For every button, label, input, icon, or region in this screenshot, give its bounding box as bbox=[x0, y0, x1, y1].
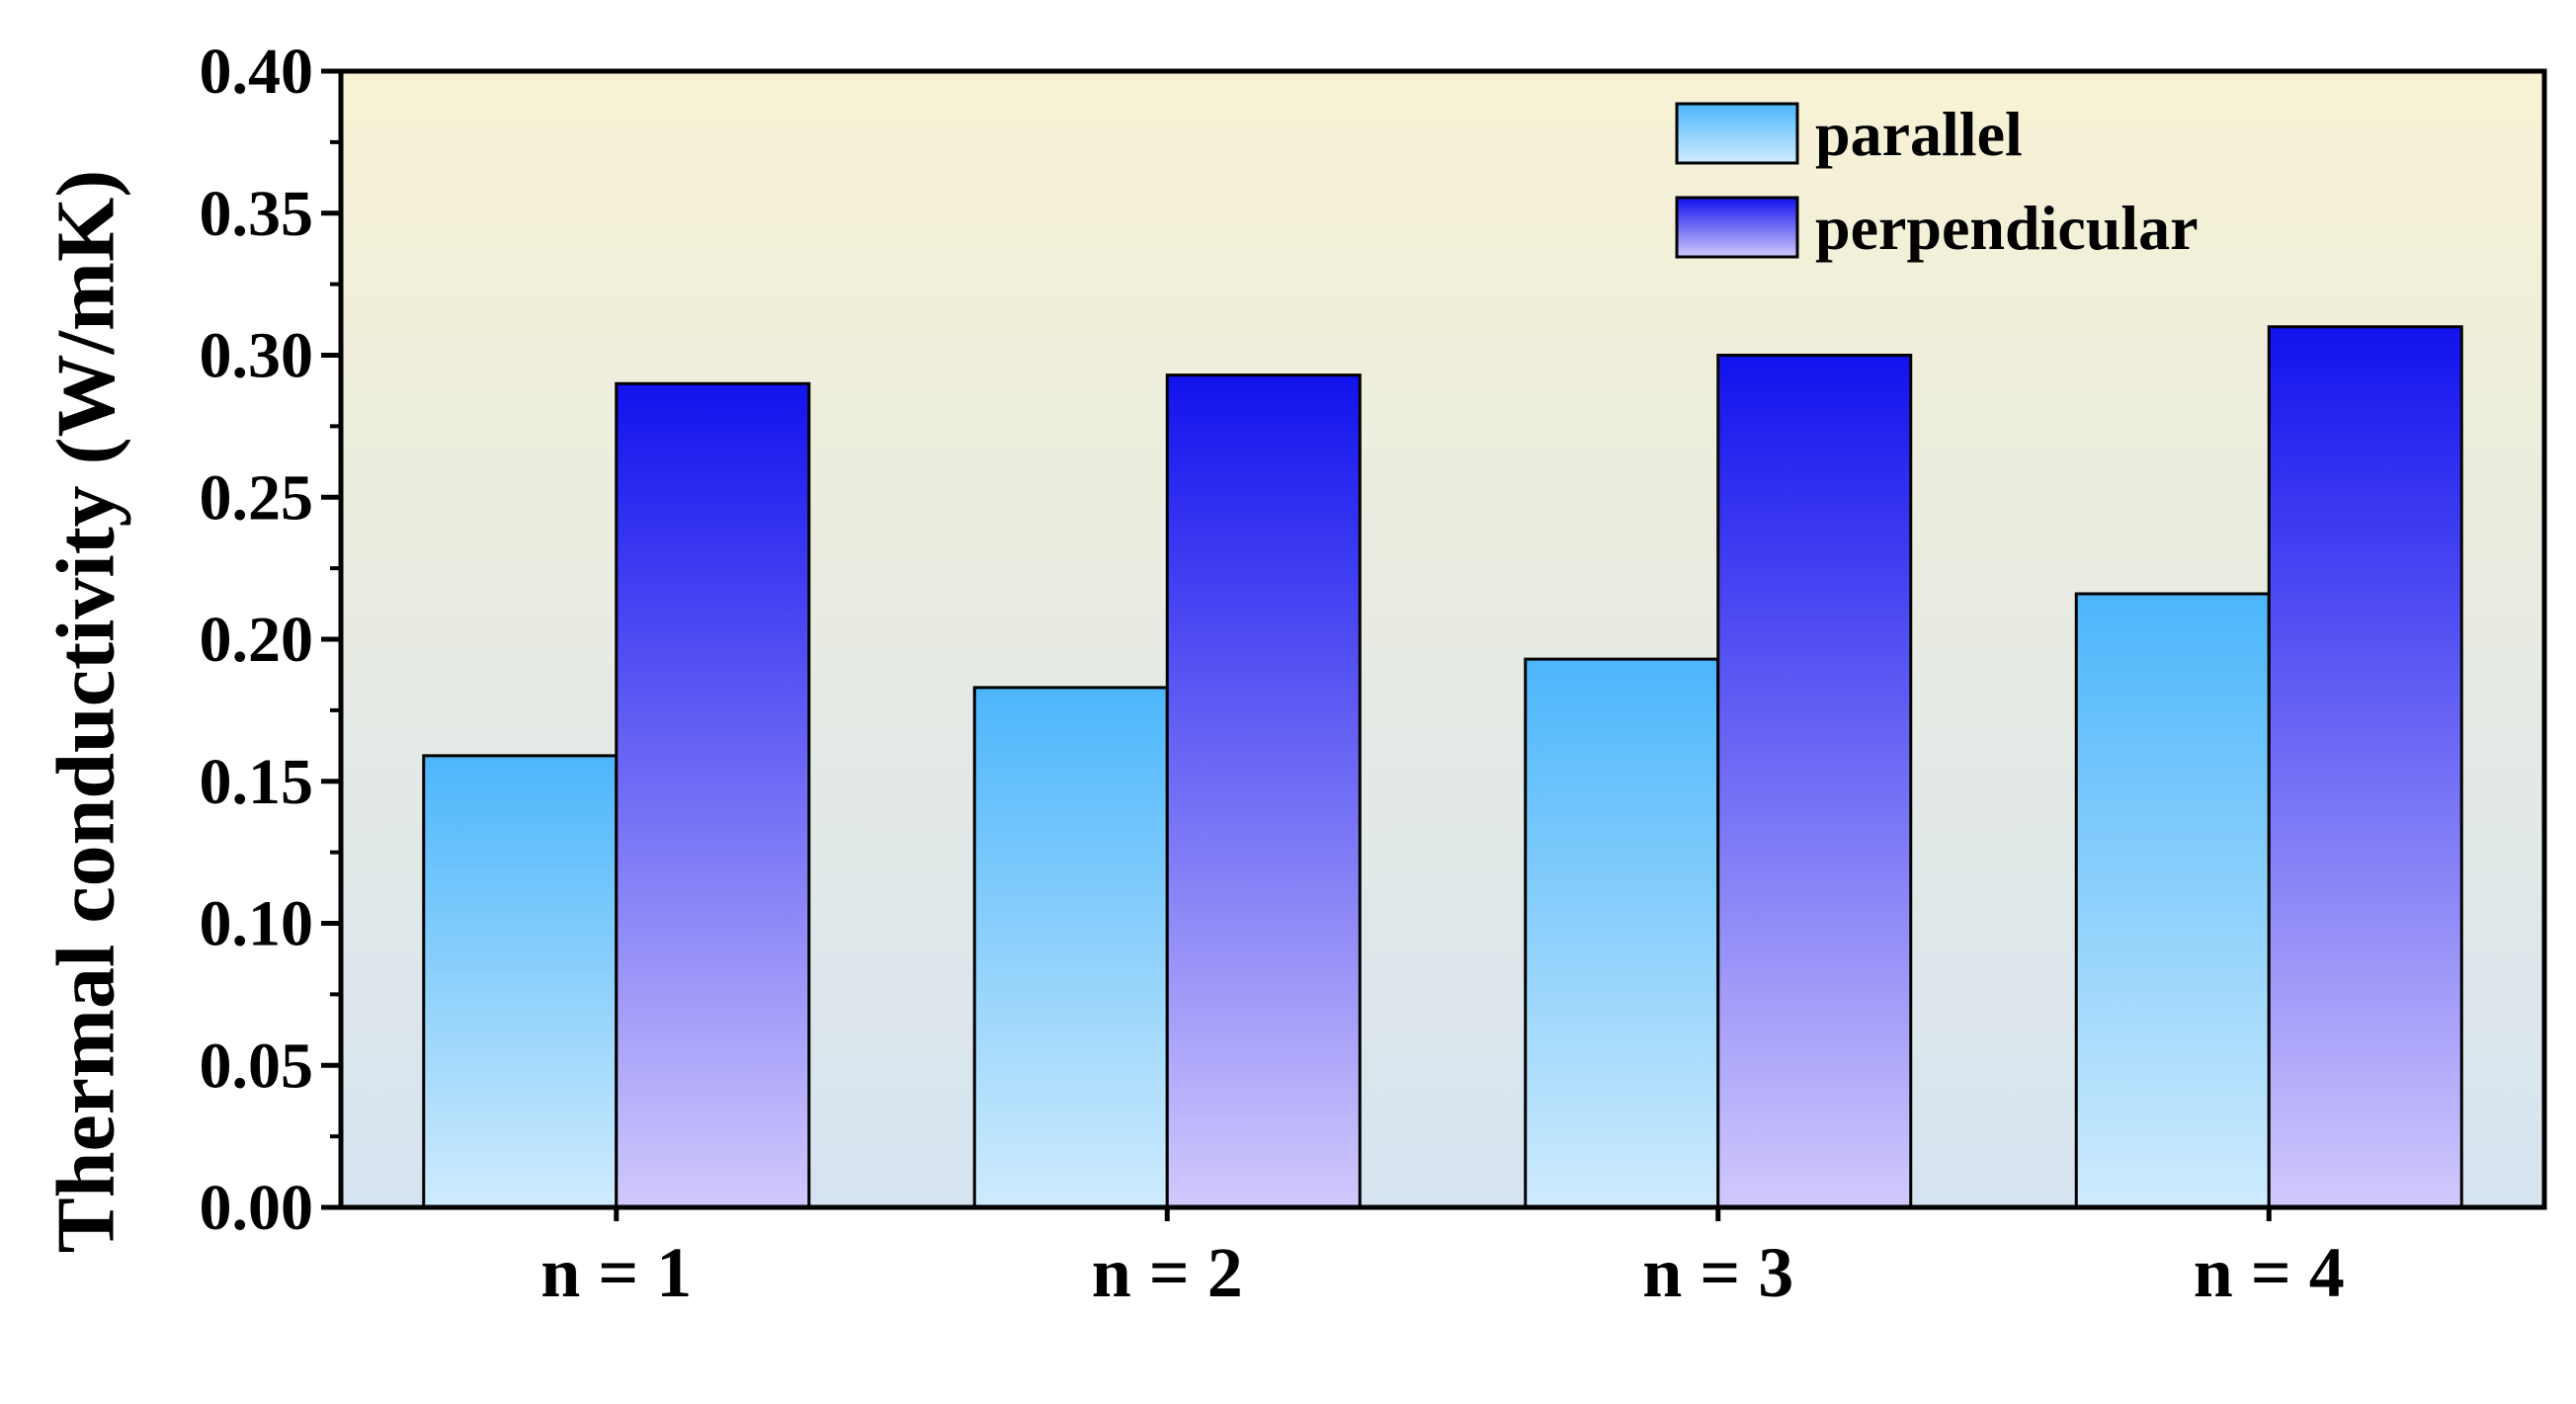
legend-label-parallel: parallel bbox=[1815, 99, 2023, 169]
bar-parallel-4 bbox=[2074, 592, 2271, 1209]
x-tick-label: n = 3 bbox=[1642, 1233, 1793, 1312]
y-axis-ticks: 0.00 0.05 0.10 0.15 0.20 0.25 0.30 0.35 0.40 bbox=[200, 36, 341, 1244]
legend-label-perpendicular: perpendicular bbox=[1815, 193, 2199, 263]
bar-parallel-2 bbox=[972, 686, 1169, 1209]
bar-perpendicular-1 bbox=[615, 381, 811, 1209]
legend-swatch-perpendicular bbox=[1675, 196, 1799, 259]
bars bbox=[422, 325, 2463, 1209]
bar-parallel-1 bbox=[422, 754, 619, 1209]
y-tick-label: 0.30 bbox=[200, 320, 314, 392]
legend-swatch-parallel bbox=[1675, 102, 1799, 165]
x-tick-label: n = 4 bbox=[2194, 1233, 2345, 1312]
bar-parallel-3 bbox=[1524, 657, 1720, 1209]
bar-perpendicular-2 bbox=[1165, 373, 1362, 1209]
y-tick-label: 0.10 bbox=[200, 888, 314, 960]
y-tick-label: 0.25 bbox=[200, 461, 314, 534]
x-axis-ticks: n = 1 n = 2 n = 3 n = 4 bbox=[540, 1207, 2345, 1312]
y-tick-label: 0.15 bbox=[200, 746, 314, 818]
legend: parallel perpendicular bbox=[1675, 99, 2199, 263]
y-axis-label: Thermal conductivity (W/mK) bbox=[40, 170, 131, 1254]
y-tick-label: 0.00 bbox=[200, 1172, 314, 1244]
bar-perpendicular-3 bbox=[1716, 354, 1913, 1209]
y-tick-label: 0.20 bbox=[200, 604, 314, 676]
y-tick-label: 0.40 bbox=[200, 36, 314, 108]
x-tick-label: n = 1 bbox=[540, 1233, 692, 1312]
x-tick-label: n = 2 bbox=[1092, 1233, 1243, 1312]
y-tick-label: 0.35 bbox=[200, 178, 314, 250]
bar-perpendicular-4 bbox=[2267, 325, 2463, 1209]
y-tick-label: 0.05 bbox=[200, 1030, 314, 1102]
